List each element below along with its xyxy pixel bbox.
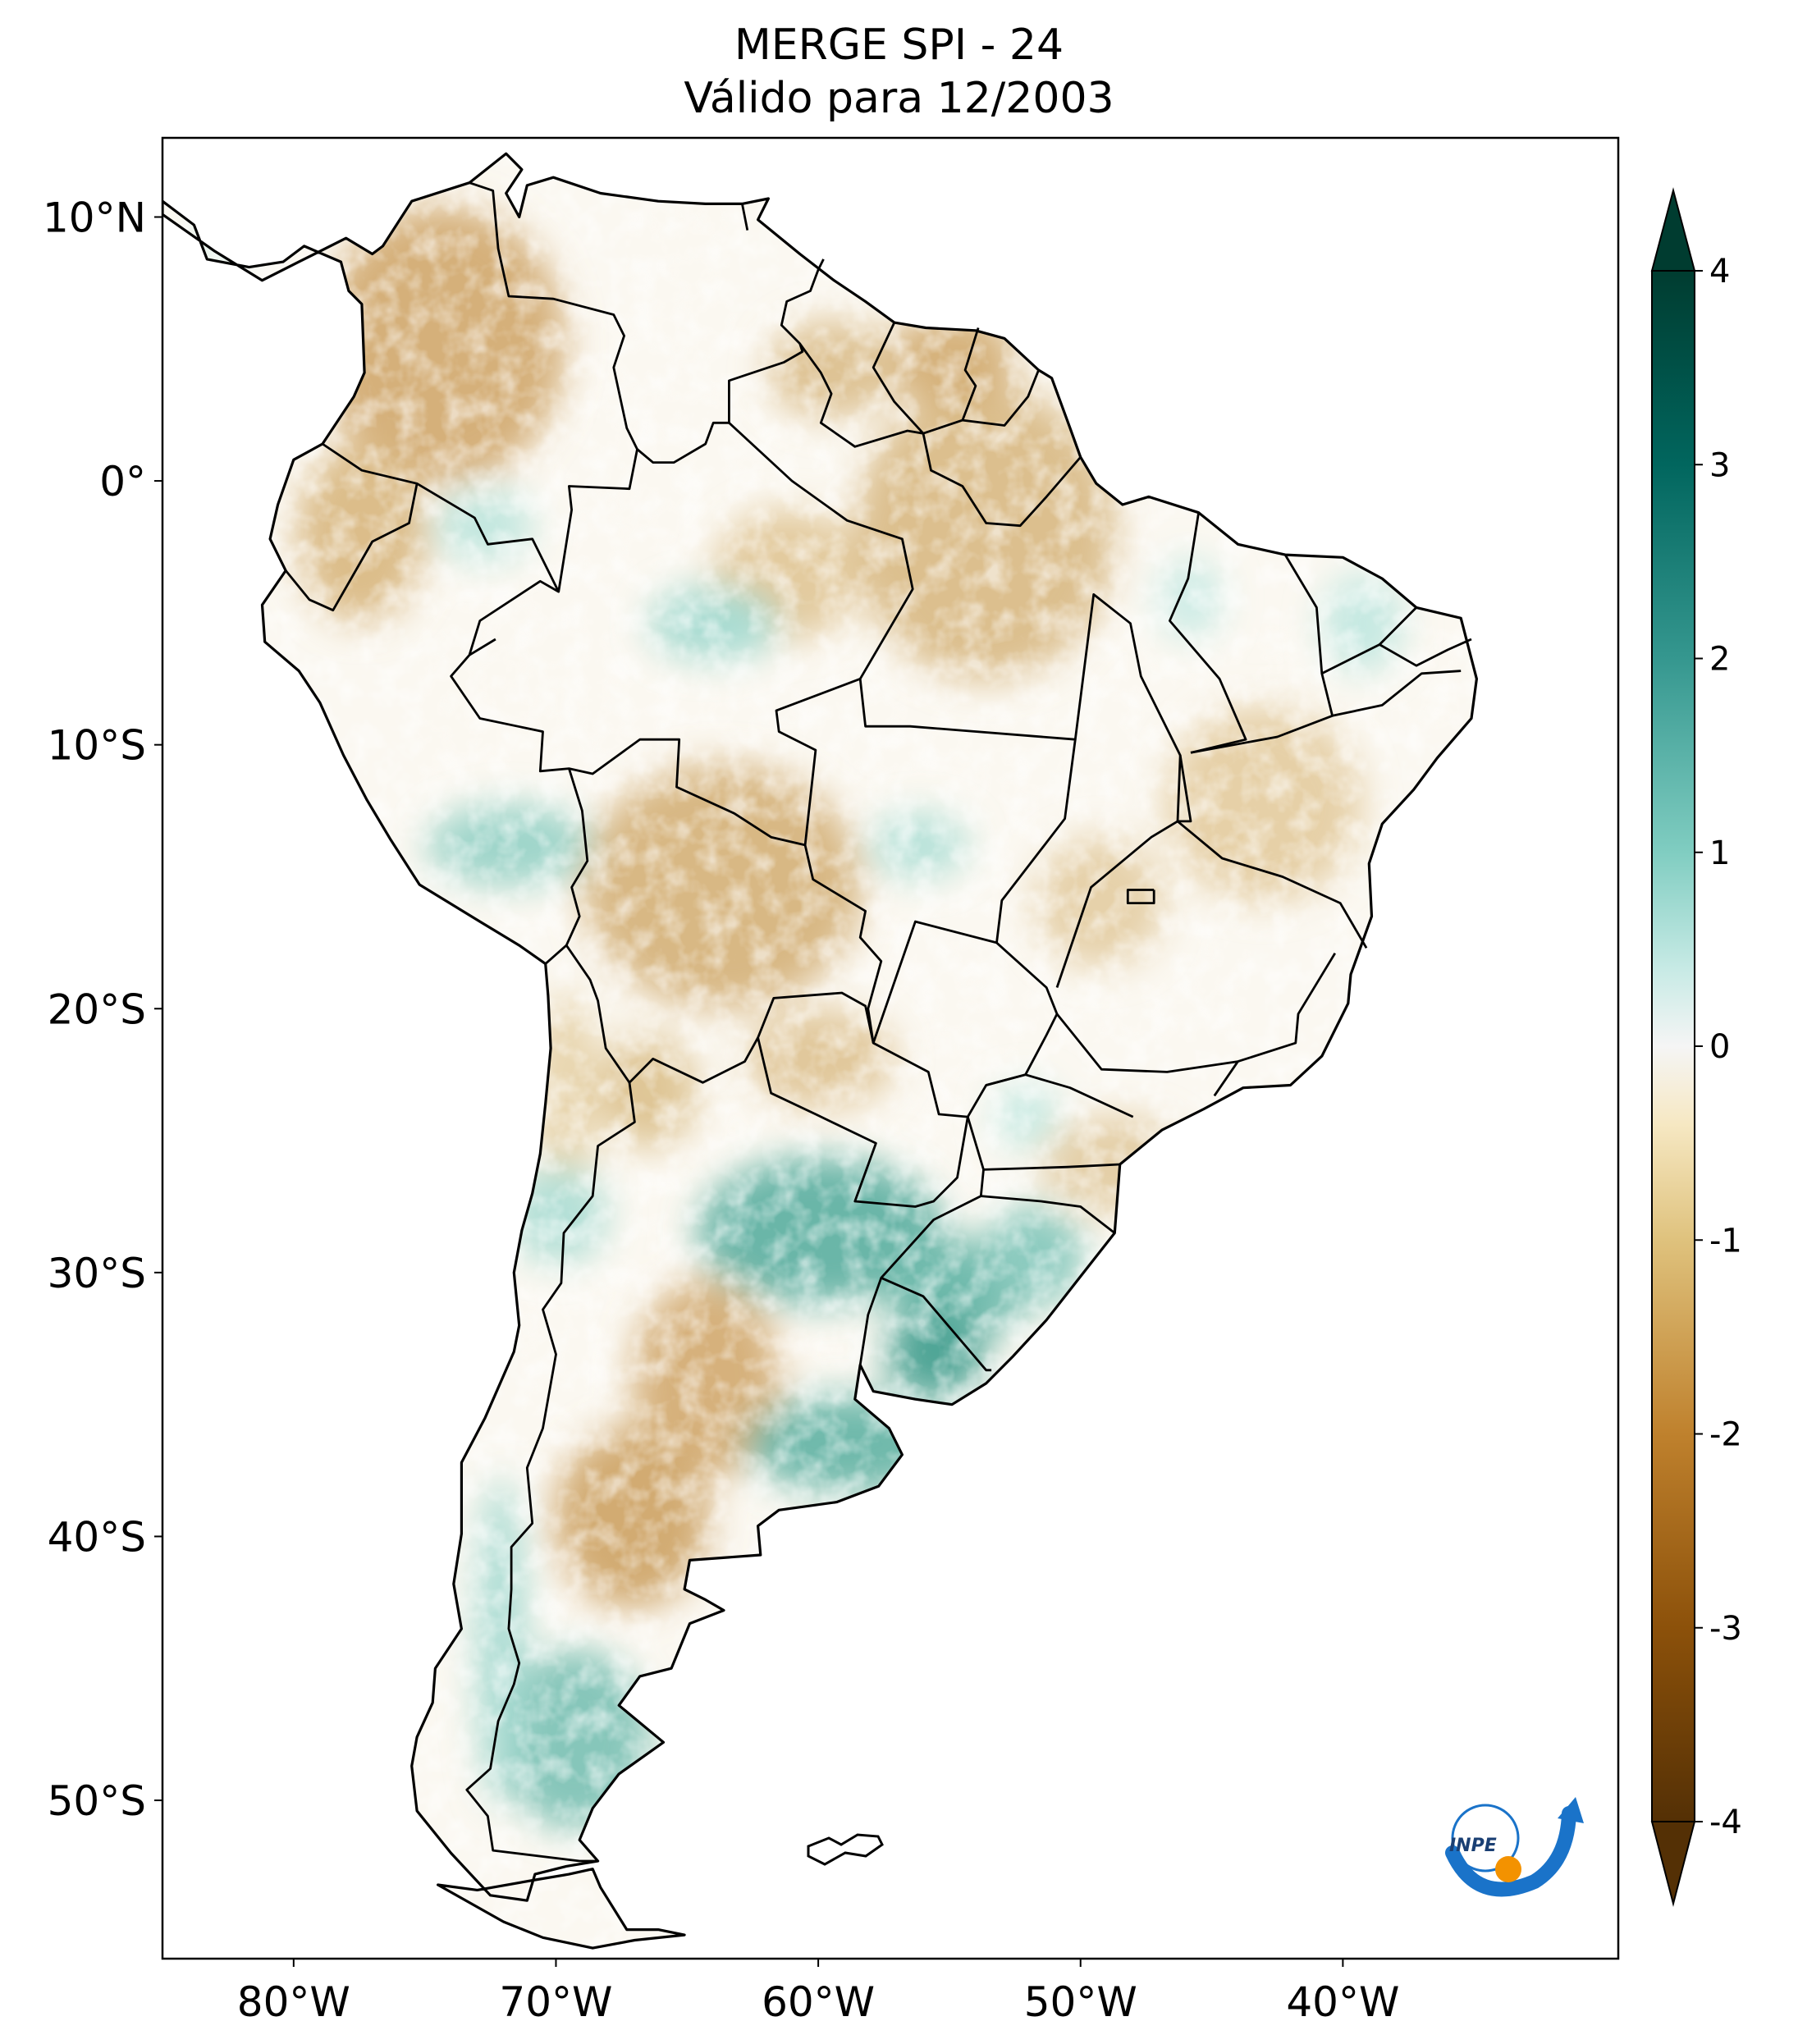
- border-line: [322, 442, 560, 592]
- border-line: [469, 638, 496, 656]
- border-line: [636, 258, 825, 464]
- colorbar-tick-label: -4: [1709, 1804, 1742, 1841]
- colorbar-tick-label: 3: [1709, 446, 1730, 484]
- lon-tick-label: 40°W: [1286, 1978, 1399, 2026]
- border-line: [922, 327, 980, 435]
- border-line: [858, 1277, 883, 1365]
- lon-tick-label: 70°W: [499, 1978, 612, 2026]
- lat-tick-label: 10°S: [48, 722, 146, 770]
- border-line: [981, 1195, 1116, 1234]
- border-line: [983, 1163, 1120, 1171]
- border-line: [962, 369, 1040, 427]
- lat-tick-label: 40°S: [48, 1513, 146, 1561]
- coastline: [162, 152, 1478, 1950]
- border-line: [469, 181, 638, 450]
- border-line: [1177, 820, 1368, 949]
- lat-tick-label: 50°S: [48, 1777, 146, 1825]
- lon-tick-label: 80°W: [237, 1978, 350, 2026]
- border-line: [1332, 670, 1462, 717]
- border-line: [741, 203, 749, 231]
- colorbar-extend-top: [1650, 187, 1696, 272]
- political-borders: [285, 181, 1472, 1863]
- border-line: [775, 677, 1077, 944]
- border-line: [285, 483, 419, 612]
- border-line: [986, 1073, 1134, 1118]
- colorbar-tick-label: -3: [1709, 1610, 1742, 1648]
- colorbar-body: [1651, 270, 1695, 1822]
- border-line: [1190, 554, 1334, 754]
- border-line: [1073, 593, 1182, 821]
- inpe-logo: INPE: [1445, 1797, 1584, 1897]
- border-line: [565, 944, 875, 1084]
- border-line: [1321, 643, 1380, 675]
- colorbar-tick-label: 0: [1709, 1028, 1730, 1066]
- border-line: [922, 432, 1082, 528]
- chart-title-line-1: MERGE SPI - 24: [734, 21, 1064, 70]
- inpe-logo-text: INPE: [1449, 1836, 1497, 1856]
- lon-tick-label: 60°W: [762, 1978, 875, 2026]
- border-line: [1169, 512, 1247, 754]
- longitude-axis: 80°W 70°W 60°W 50°W 40°W: [237, 1959, 1399, 2026]
- colorbar-tick-label: 1: [1709, 835, 1730, 872]
- border-line: [465, 1082, 636, 1863]
- colorbar: 4 3 2 1 0 -1 -2 -3 -4: [1650, 187, 1742, 1907]
- colorbar-extend-bottom: [1650, 1821, 1696, 1907]
- border-line: [728, 422, 914, 680]
- colorbar-tick-label: 2: [1709, 641, 1730, 679]
- border-line: [1213, 1060, 1239, 1097]
- lat-tick-label: 20°S: [48, 985, 146, 1033]
- map-frame: [161, 136, 1620, 1960]
- lat-tick-label: 30°S: [48, 1250, 146, 1297]
- lat-tick-label: 0°: [99, 458, 146, 505]
- colorbar-tick-label: -1: [1709, 1222, 1742, 1260]
- colorbar-tick-label: -2: [1709, 1416, 1742, 1454]
- chart-title-line-2: Válido para 12/2003: [684, 74, 1114, 123]
- border-line: [757, 1037, 969, 1208]
- border-line: [1055, 755, 1192, 988]
- border-line: [450, 449, 992, 1372]
- lat-tick-label: 10°N: [43, 194, 146, 241]
- falkland-islands: [807, 1833, 884, 1866]
- border-line: [1378, 606, 1472, 667]
- latitude-axis: 10°N 0° 10°S 20°S 30°S 40°S 50°S: [43, 194, 162, 1825]
- border-line: [798, 322, 925, 448]
- lon-tick-label: 50°W: [1024, 1978, 1137, 2026]
- border-line: [1126, 889, 1155, 904]
- colorbar-tick-label: 4: [1709, 253, 1730, 290]
